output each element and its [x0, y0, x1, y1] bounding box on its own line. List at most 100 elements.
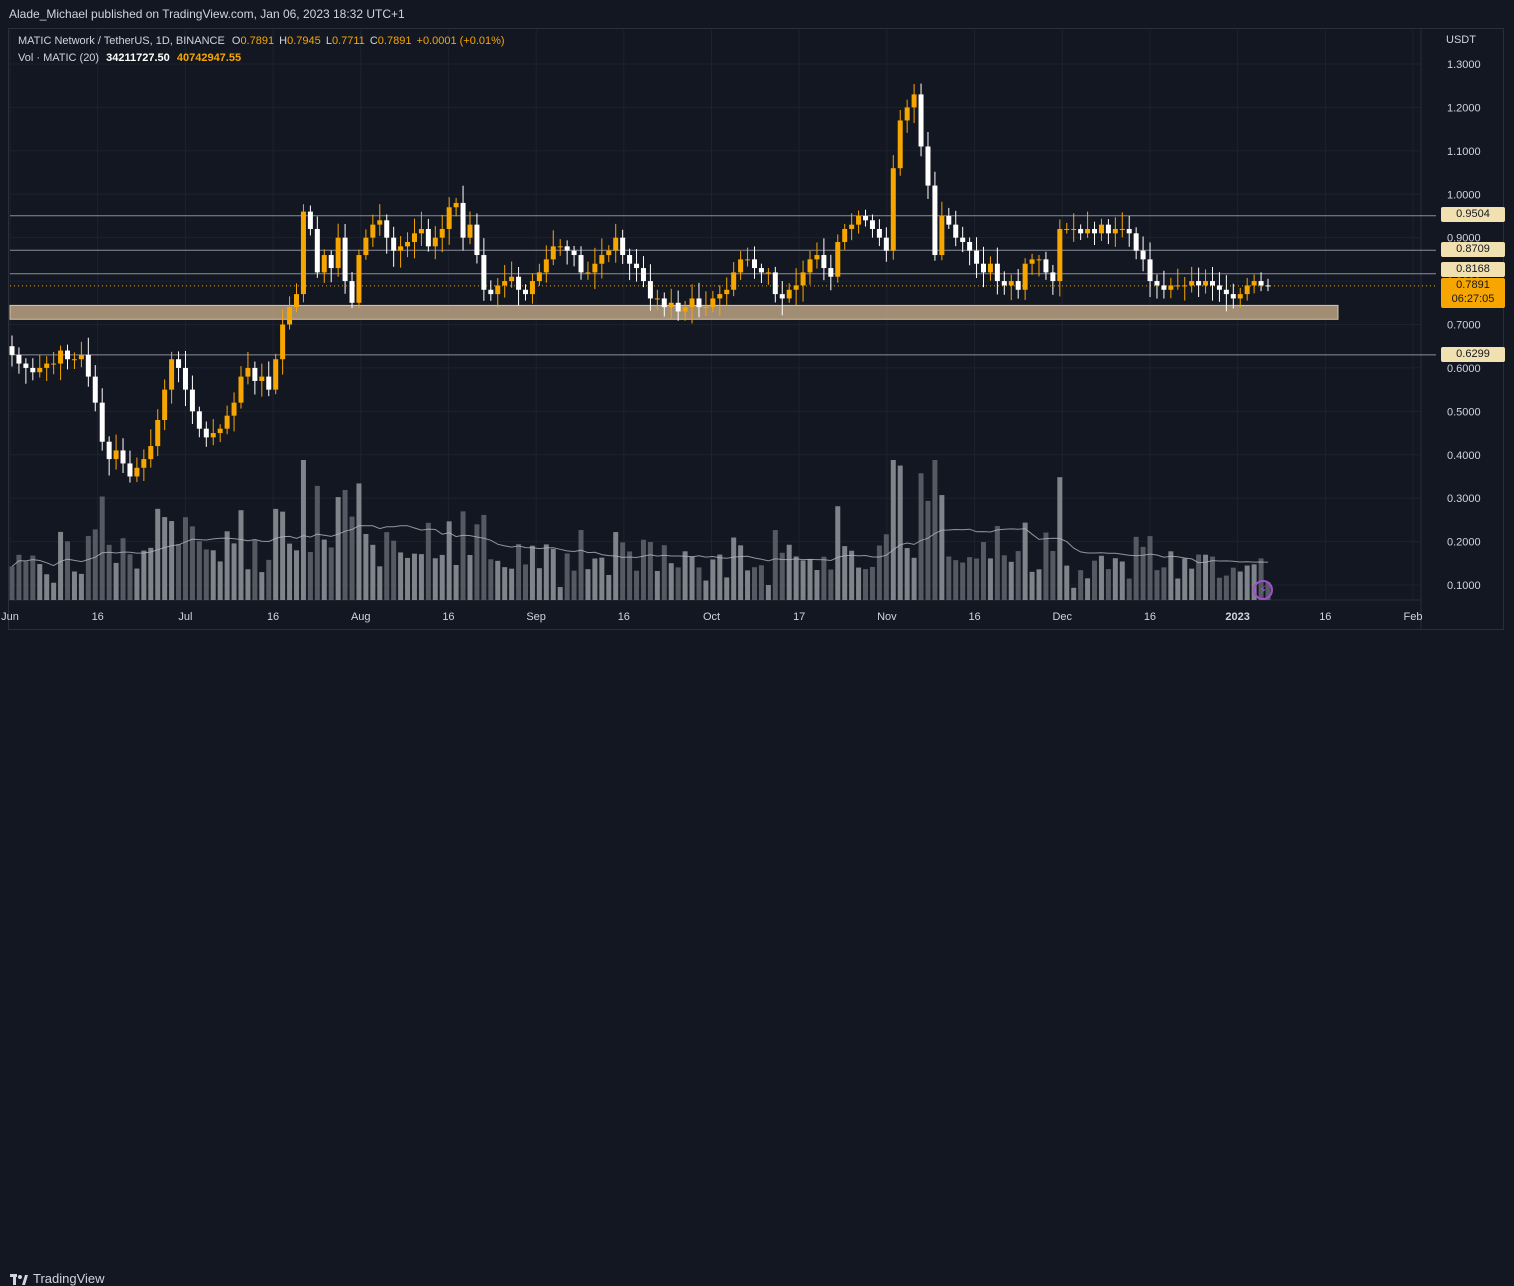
candle-body: [134, 467, 140, 477]
volume-bar: [640, 539, 646, 600]
price-tick-label: 0.5000: [1447, 406, 1481, 418]
candle-body: [78, 354, 84, 360]
candle-body: [1022, 263, 1028, 290]
volume-bar: [1029, 571, 1035, 600]
candle-body: [502, 281, 508, 286]
candle-body: [432, 237, 438, 247]
candle-body: [1098, 224, 1104, 234]
volume-bar: [890, 460, 896, 600]
volume-bar: [1168, 551, 1174, 600]
candle-body: [335, 237, 341, 269]
volume-ma-line: [11, 525, 1269, 567]
time-tick-label: 16: [267, 611, 279, 623]
low-label: L: [325, 35, 332, 47]
volume-bar: [30, 555, 36, 600]
candle-body: [1182, 285, 1188, 287]
volume-bar: [405, 557, 411, 600]
volume-bar: [696, 567, 702, 600]
level-label-0-8709: 0.8709: [1441, 242, 1505, 257]
candle-body: [856, 215, 862, 225]
time-tick-label: 16: [442, 611, 454, 623]
candlestick-chart[interactable]: 1.30001.20001.10001.00000.90000.80000.70…: [0, 0, 1514, 665]
candle-body: [758, 268, 764, 273]
volume-bar: [349, 516, 355, 600]
volume-bar: [127, 554, 133, 600]
volume-bar: [1001, 555, 1007, 600]
time-tick-label: 16: [968, 611, 980, 623]
candle-body: [210, 433, 216, 438]
candle-body: [1140, 250, 1146, 260]
candle-body: [793, 285, 799, 290]
candle-body: [1251, 281, 1257, 286]
candle-body: [1008, 281, 1014, 286]
tradingview-logo[interactable]: TradingView: [10, 1271, 105, 1286]
candle-body: [120, 450, 126, 464]
candle-body: [640, 268, 646, 282]
candle-body: [960, 237, 966, 243]
volume-bar: [99, 496, 105, 600]
volume-bar: [189, 526, 195, 600]
volume-bar: [474, 524, 480, 600]
volume-bar: [1140, 546, 1146, 600]
volume-bar: [71, 571, 77, 600]
volume-bar: [599, 557, 605, 600]
volume-bar: [356, 483, 362, 600]
candle-body: [405, 242, 411, 247]
candle-body: [1223, 289, 1229, 295]
candle-body: [967, 242, 973, 251]
time-tick-label: Feb: [1404, 611, 1423, 623]
candle-body: [1105, 224, 1111, 234]
price-tick-label: 1.1000: [1447, 146, 1481, 158]
volume-bar: [953, 560, 959, 600]
volume-bar: [446, 521, 452, 600]
volume-bar: [932, 460, 938, 600]
volume-bar: [224, 531, 230, 600]
candle-body: [342, 237, 348, 282]
candle-body: [516, 276, 522, 290]
candle-body: [252, 367, 258, 381]
candle-body: [668, 302, 674, 308]
candle-body: [321, 255, 327, 273]
volume-bar: [814, 570, 820, 600]
candle-body: [800, 272, 806, 286]
volume-bar: [1064, 565, 1070, 600]
volume-bar: [58, 531, 64, 600]
candle-body: [828, 268, 834, 277]
candle-body: [425, 228, 431, 247]
candle-body: [1154, 281, 1160, 286]
volume-bar: [432, 558, 438, 600]
volume-bar: [245, 569, 251, 600]
candle-body: [127, 463, 133, 477]
candle-body: [1085, 228, 1091, 234]
candle-body: [217, 428, 223, 434]
volume-bar: [16, 554, 22, 600]
volume-legend: Vol · MATIC (20) 34211727.50 40742947.55: [18, 52, 241, 64]
volume-bar: [467, 554, 473, 600]
candle-body: [203, 428, 209, 438]
volume-bar: [1126, 578, 1132, 600]
volume-bar: [960, 562, 966, 600]
time-tick-label: Jun: [1, 611, 19, 623]
lightning-icon[interactable]: ⚡: [1253, 580, 1273, 600]
chart-frame[interactable]: [8, 28, 1504, 630]
candle-body: [904, 107, 910, 121]
volume-bar: [918, 473, 924, 600]
volume-bar: [911, 557, 917, 600]
candle-body: [634, 263, 640, 269]
volume-bar: [793, 556, 799, 600]
volume-bar: [203, 549, 209, 600]
candle-body: [765, 272, 771, 274]
candle-body: [585, 272, 591, 274]
candle-body: [224, 415, 230, 429]
candle-body: [509, 276, 515, 282]
candle-body: [182, 367, 188, 390]
candle-body: [446, 207, 452, 229]
time-tick-label: Aug: [351, 611, 371, 623]
candle-body: [411, 233, 417, 243]
volume-bar: [994, 525, 1000, 600]
volume-bar: [835, 506, 841, 600]
candle-body: [349, 281, 355, 303]
volume-bar: [169, 521, 175, 600]
price-tick-label: 0.2000: [1447, 537, 1481, 549]
candle-body: [1203, 281, 1209, 286]
